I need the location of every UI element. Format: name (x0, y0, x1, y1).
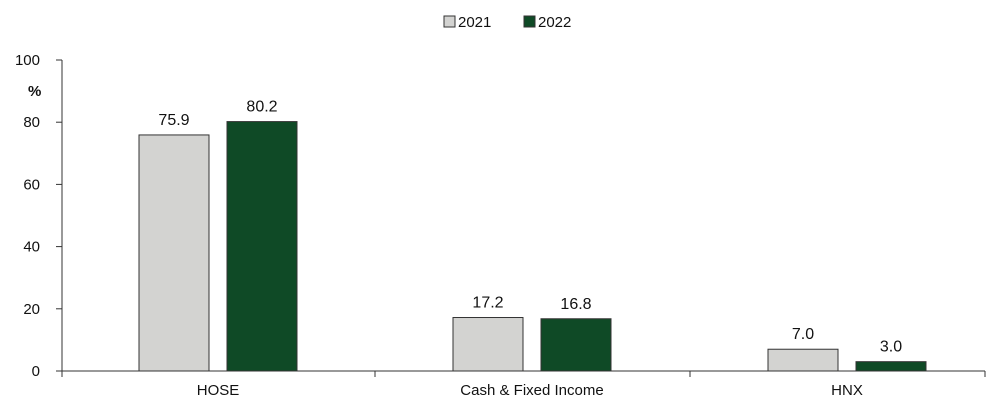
y-tick-label: 60 (23, 176, 40, 193)
bar-2022-hnx (855, 361, 927, 372)
bar-2021-hose (138, 134, 210, 372)
data-label: 80.2 (246, 99, 277, 116)
data-label: 16.8 (560, 296, 591, 313)
y-axis: 0 20 40 60 80 100 (15, 52, 63, 380)
y-tick-label: 0 (32, 363, 40, 380)
legend-swatch-2022 (523, 15, 536, 28)
bars: 75.9 80.2 17.2 16.8 7.0 3.0 (138, 99, 927, 372)
y-tick-label: 20 (23, 301, 40, 318)
bar-2021-cash-fixed-income (452, 317, 524, 372)
data-label: 75.9 (158, 112, 189, 129)
data-label: 17.2 (472, 295, 503, 312)
data-label: 3.0 (880, 339, 902, 356)
bar-2021-hnx (767, 348, 839, 372)
data-label: 7.0 (792, 326, 814, 343)
x-category-label: HNX (831, 382, 863, 399)
x-category-label: Cash & Fixed Income (460, 382, 603, 399)
legend: 2021 2022 (443, 14, 571, 31)
y-tick-label: 100 (15, 52, 40, 69)
bar-2022-hose (226, 121, 298, 372)
legend-swatch-2021 (443, 15, 456, 28)
legend-label-2022: 2022 (538, 14, 571, 31)
x-category-label: HOSE (197, 382, 240, 399)
bar-2022-cash-fixed-income (540, 318, 612, 372)
legend-label-2021: 2021 (458, 14, 491, 31)
y-axis-unit-label: % (28, 83, 41, 100)
y-tick-label: 40 (23, 239, 40, 256)
y-tick-label: 80 (23, 114, 40, 131)
x-axis: HOSE Cash & Fixed Income HNX (61, 370, 986, 399)
